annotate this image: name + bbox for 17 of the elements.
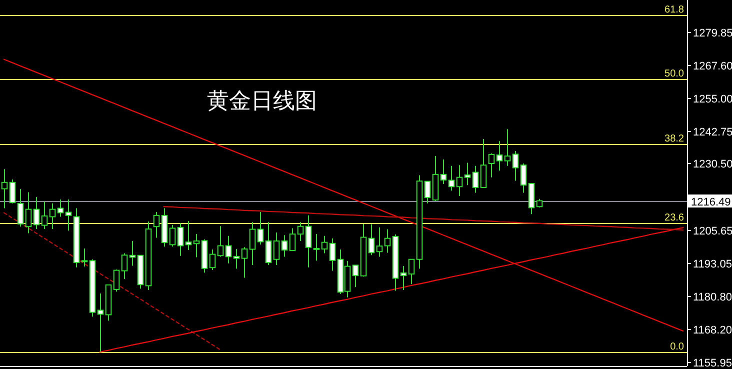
y-tick-label: 1230.50 (693, 158, 732, 170)
y-tick-label: 1155.95 (693, 358, 732, 369)
y-tick-label: 1279.85 (693, 28, 732, 40)
y-tick-label: 1180.80 (693, 292, 732, 304)
annotation: 23.6 (664, 212, 684, 224)
y-tick-label: 1205.65 (693, 226, 732, 238)
annotation: 38.2 (664, 134, 684, 144)
y-tick-label: 1193.05 (693, 258, 732, 270)
annotation: 61.8 (664, 4, 684, 16)
y-tick-label: 1255.00 (693, 94, 732, 106)
y-tick-label: 1168.20 (693, 324, 732, 336)
y-tick-label: 1242.75 (693, 126, 732, 138)
annotation: 0.0 (670, 342, 684, 352)
annotation: 50.0 (664, 68, 684, 80)
text: 黄金日线图 (207, 88, 317, 113)
ref-line-label: 1216.49 (691, 196, 731, 208)
y-tick-label: 1267.60 (693, 60, 732, 72)
